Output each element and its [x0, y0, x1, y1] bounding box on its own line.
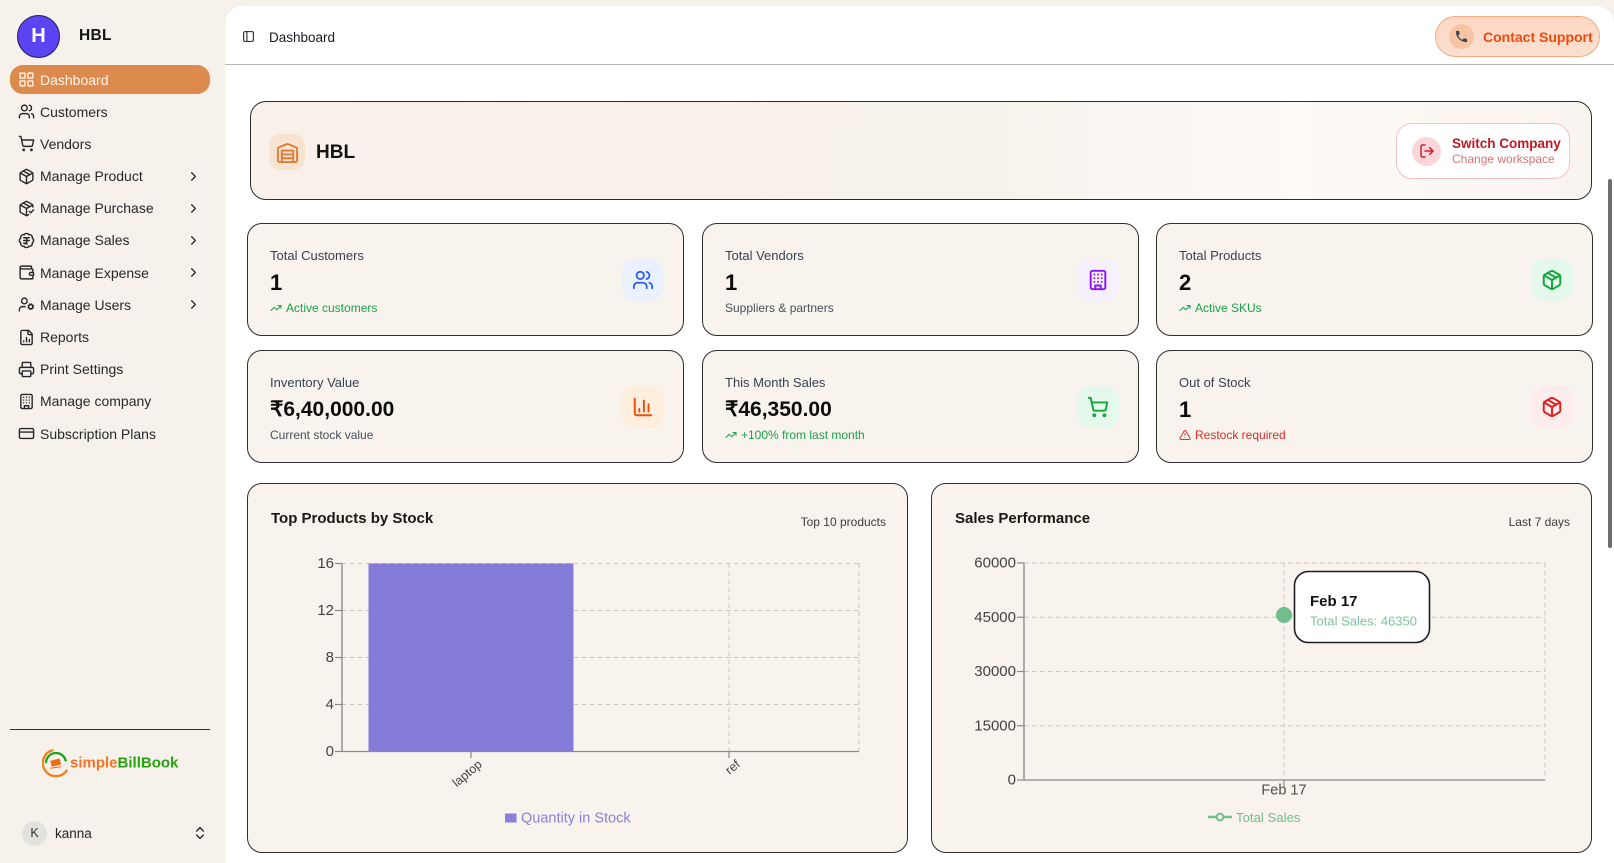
svg-text:Total Sales: 46350: Total Sales: 46350 — [1310, 614, 1417, 629]
svg-text:simpleBillBook: simpleBillBook — [70, 755, 179, 772]
svg-text:ref: ref — [723, 757, 744, 777]
svg-text:0: 0 — [326, 743, 334, 760]
svg-text:Feb 17: Feb 17 — [1261, 783, 1306, 799]
svg-text:laptop: laptop — [450, 757, 485, 790]
svg-text:12: 12 — [317, 602, 334, 619]
svg-text:45000: 45000 — [974, 609, 1016, 626]
svg-text:15000: 15000 — [974, 717, 1016, 734]
svg-text:30000: 30000 — [974, 663, 1016, 680]
svg-text:8: 8 — [326, 649, 334, 666]
svg-text:60000: 60000 — [974, 555, 1016, 572]
svg-text:16: 16 — [317, 555, 334, 572]
svg-text:4: 4 — [326, 696, 334, 713]
svg-text:Quantity in Stock: Quantity in Stock — [521, 811, 631, 827]
svg-text:Total Sales: Total Sales — [1236, 810, 1301, 825]
svg-text:0: 0 — [1008, 772, 1016, 789]
svg-text:Feb 17: Feb 17 — [1310, 593, 1358, 610]
